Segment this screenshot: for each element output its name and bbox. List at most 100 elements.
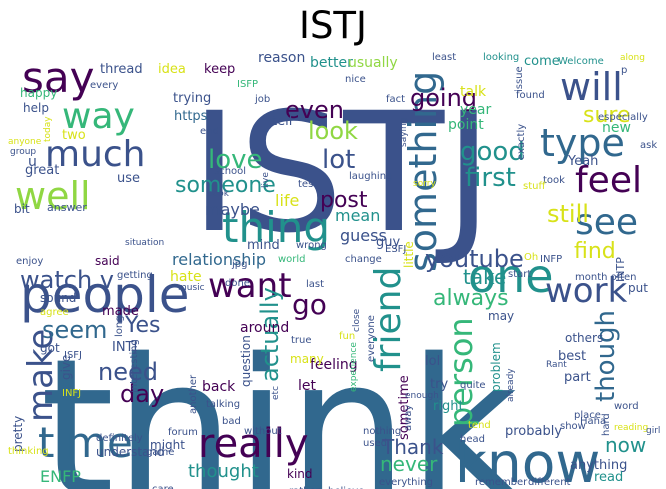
cloud-word: world [278, 254, 306, 265]
cloud-word: interesting [129, 339, 140, 393]
cloud-word: see [575, 202, 638, 243]
cloud-word: come [524, 54, 560, 69]
cloud-word: stuff [523, 181, 546, 192]
cloud-word: great [25, 163, 59, 178]
cloud-word: sound [40, 291, 76, 305]
cloud-word: used [363, 438, 387, 449]
cloud-word: feeling [310, 357, 358, 373]
cloud-word: ISFJ [64, 350, 82, 361]
cloud-word: everything [379, 477, 433, 488]
cloud-word: especially [598, 112, 648, 123]
cloud-word: school [214, 166, 246, 177]
cloud-word: right [433, 399, 464, 414]
cloud-word: people [20, 266, 189, 324]
cloud-word: back [202, 379, 236, 395]
cloud-word: true [291, 335, 312, 346]
cloud-word: much [45, 134, 146, 175]
cloud-word: kind [287, 467, 313, 481]
cloud-word: keep [204, 62, 235, 77]
cloud-word: test [298, 179, 317, 190]
cloud-word: p [621, 65, 627, 76]
cloud-word: care [152, 484, 174, 489]
cloud-word: still [547, 200, 589, 228]
cloud-word: now [605, 433, 646, 457]
cloud-word: might [150, 438, 185, 452]
cloud-word: made [102, 304, 139, 319]
cloud-word: find [574, 239, 616, 264]
cloud-word: live [261, 172, 271, 188]
cloud-word: Haha [580, 416, 606, 427]
cloud-word: actually [256, 287, 284, 382]
cloud-word: let [298, 378, 317, 394]
cloud-word: good [460, 137, 525, 167]
cloud-word: better [310, 55, 353, 71]
cloud-word: post [320, 188, 368, 213]
cloud-word: day [120, 380, 164, 408]
cloud-word: point [448, 117, 484, 133]
cloud-word: even [285, 96, 344, 124]
cloud-word: lol [425, 354, 440, 369]
cloud-word: reason [258, 52, 305, 66]
cloud-word: question [239, 335, 253, 387]
cloud-word: getting [117, 270, 153, 281]
cloud-word: hard [601, 413, 612, 436]
cloud-word: already [506, 368, 516, 402]
cloud-word: ENFP [40, 467, 81, 486]
cloud-word: life [275, 191, 299, 210]
cloud-word: without [244, 426, 282, 437]
cloud-word: every [90, 80, 118, 91]
cloud-word: first [465, 163, 516, 193]
cloud-word: took [543, 175, 565, 186]
cloud-word: today [43, 116, 53, 142]
cloud-word: friend [368, 267, 409, 372]
cloud-word: fact [386, 94, 405, 105]
cloud-word: may [488, 309, 514, 323]
cloud-word: really [198, 421, 309, 467]
cloud-word: done [225, 278, 250, 289]
cloud-word: will [560, 65, 623, 109]
cloud-word: watch v [20, 266, 114, 294]
cloud-word: head [460, 434, 485, 445]
cloud-word: guy [376, 235, 400, 250]
cloud-word: job [254, 94, 270, 105]
cloud-word: thing [222, 203, 330, 252]
cloud-word: hate [170, 269, 202, 285]
page-title: ISTJ [299, 4, 367, 47]
cloud-word: music [178, 283, 205, 293]
cloud-word: u [28, 154, 37, 170]
cloud-word: one [468, 249, 554, 303]
cloud-word: need [98, 358, 158, 386]
cloud-word: last [306, 279, 324, 290]
cloud-word: idea [158, 62, 186, 77]
cloud-word: mean [335, 206, 380, 225]
cloud-word: make [21, 329, 61, 422]
cloud-word: sorry [413, 179, 436, 189]
cloud-word: someone [175, 173, 276, 198]
cloud-word: found [516, 90, 545, 101]
cloud-word: talk [460, 84, 487, 100]
cloud-word: INFP [540, 254, 562, 265]
cloud-word: little [402, 241, 416, 268]
cloud-word: something [401, 71, 445, 272]
cloud-word: believe [328, 486, 364, 489]
cloud-word: along [620, 53, 645, 63]
cloud-word: sure [583, 103, 631, 128]
cloud-word: Yes [124, 313, 161, 338]
cloud-word: understand [96, 445, 165, 459]
cloud-word: jpg [231, 259, 247, 270]
cloud-word: end [200, 126, 219, 137]
cloud-word: work [545, 271, 628, 311]
cloud-word: ISFP [237, 79, 258, 90]
cloud-word: anyone [8, 137, 42, 147]
cloud-word: bad [222, 416, 241, 427]
cloud-word: best [558, 349, 586, 364]
cloud-word: got [40, 341, 60, 355]
cloud-word: start [508, 269, 531, 280]
cloud-word: agree [40, 307, 69, 318]
cloud-word: thought [188, 461, 259, 482]
cloud-word: try [430, 377, 448, 392]
cloud-word: rather [289, 486, 321, 489]
cloud-word: use [117, 171, 140, 186]
cloud-word: Yeah [567, 154, 598, 169]
cloud-word: take [463, 265, 506, 289]
